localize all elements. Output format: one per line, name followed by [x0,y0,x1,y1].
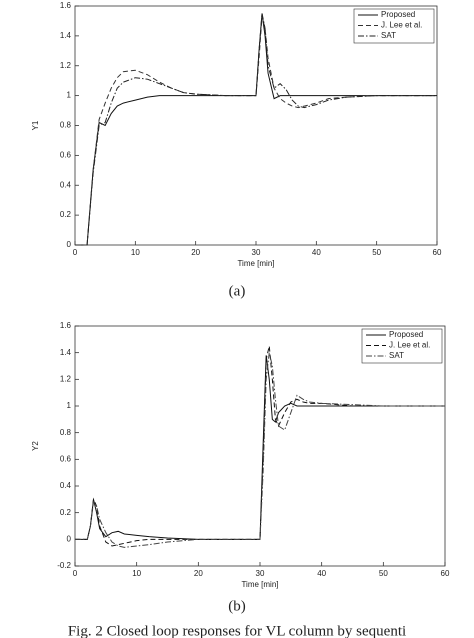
series-line [75,345,445,547]
legend-label: Proposed [381,10,415,19]
y-tick-label: 0 [67,534,72,543]
x-axis-label: Time [min] [237,259,274,268]
x-tick-label: 60 [433,248,442,257]
series-line [75,13,437,246]
y-tick-label: 1.4 [60,348,72,357]
series-line [75,352,445,548]
series-line [75,355,445,540]
x-tick-label: 50 [372,248,381,257]
legend-label: Proposed [389,330,423,339]
y-tick-label: 1 [67,91,72,100]
y-tick-label: 1.2 [60,61,72,70]
y-tick-label: 0.2 [60,508,72,517]
panel-label: (b) [228,598,246,614]
figure-caption: Fig. 2 Closed loop responses for VL colu… [68,623,406,638]
x-tick-label: 30 [252,248,261,257]
y-axis-label: Y1 [31,120,40,130]
y-tick-label: 0 [67,240,72,249]
y-tick-label: 1.6 [60,1,72,10]
x-tick-label: 60 [441,569,450,578]
x-tick-label: 50 [379,569,388,578]
legend-label: J. Lee et al. [381,21,422,30]
y-tick-label: 0.2 [60,210,72,219]
panel-label: (a) [229,283,246,299]
y-axis-label: Y2 [31,441,40,451]
x-tick-label: 30 [256,569,265,578]
y-tick-label: 1 [67,401,72,410]
y-tick-label: 0.8 [60,121,72,130]
x-tick-label: 0 [73,248,78,257]
legend-label: SAT [381,31,396,40]
y-tick-label: 0.6 [60,454,72,463]
series-line [75,16,437,246]
x-tick-label: 0 [73,569,78,578]
y-tick-label: 0.4 [60,481,72,490]
x-tick-label: 10 [132,569,141,578]
x-tick-label: 20 [191,248,200,257]
series-line [75,13,437,246]
x-tick-label: 20 [194,569,203,578]
y-tick-label: 1.6 [60,321,72,330]
x-tick-label: 40 [317,569,326,578]
y-tick-label: -0.2 [57,561,71,570]
y-tick-label: 1.4 [60,31,72,40]
legend-label: SAT [389,351,404,360]
x-tick-label: 40 [312,248,321,257]
y-tick-label: 0.8 [60,428,72,437]
x-axis-label: Time [min] [241,580,278,589]
y-tick-label: 1.2 [60,374,72,383]
x-tick-label: 10 [131,248,140,257]
legend-label: J. Lee et al. [389,341,430,350]
y-tick-label: 0.4 [60,180,72,189]
y-tick-label: 0.6 [60,150,72,159]
